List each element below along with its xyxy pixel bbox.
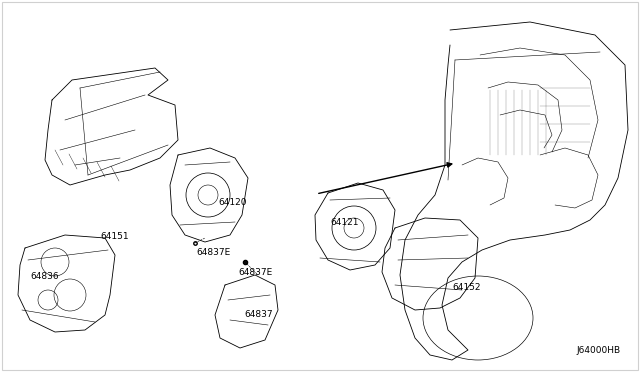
- Text: J64000HB: J64000HB: [576, 346, 620, 355]
- Text: 64121: 64121: [330, 218, 358, 227]
- Text: 64837: 64837: [244, 310, 273, 319]
- Text: 64836: 64836: [30, 272, 59, 281]
- Text: 64151: 64151: [100, 232, 129, 241]
- Text: 64837E: 64837E: [238, 268, 272, 277]
- Text: 64837E: 64837E: [196, 248, 230, 257]
- Text: 64120: 64120: [218, 198, 246, 207]
- Text: 64152: 64152: [452, 283, 481, 292]
